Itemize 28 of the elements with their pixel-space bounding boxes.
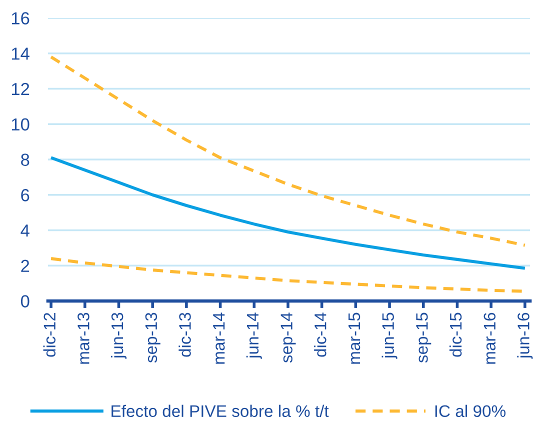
line-series [50,55,526,247]
x-tick-label: mar-16 [484,312,496,364]
y-tick-label: 0 [20,295,30,308]
y-tick-label: 16 [12,12,30,24]
x-tick-label: jun-15 [382,312,398,359]
x-tick-label: sep-14 [280,312,296,363]
x-tick-label: mar-13 [78,312,90,364]
x-tick-label: dic-12 [43,312,56,357]
legend-label: Efecto del PIVE sobre la % t/t [112,404,329,418]
y-tick-label: 14 [12,48,30,60]
x-tick-label: dic-15 [449,312,462,357]
y-tick-label: 6 [21,189,30,202]
x-tick-label: dic-13 [178,312,191,357]
x-tick-label: sep-13 [145,312,160,363]
x-tick-label: mar-15 [348,312,360,364]
x-tick-label: jun-16 [517,312,533,359]
y-tick-label: 10 [12,118,30,131]
legend-label: IC al 90% [435,404,506,418]
y-tick-label: 8 [21,154,30,166]
x-tick-label: sep-15 [416,312,432,363]
x-tick-label: dic-14 [314,312,326,357]
x-tick-label: jun-14 [246,312,262,359]
x-tick-label: mar-14 [213,312,225,364]
x-tick-label: jun-13 [110,312,127,359]
y-tick-label: 12 [12,82,30,96]
line-series [50,156,526,270]
y-tick-label: 4 [20,224,30,237]
y-tick-label: 2 [21,260,30,272]
